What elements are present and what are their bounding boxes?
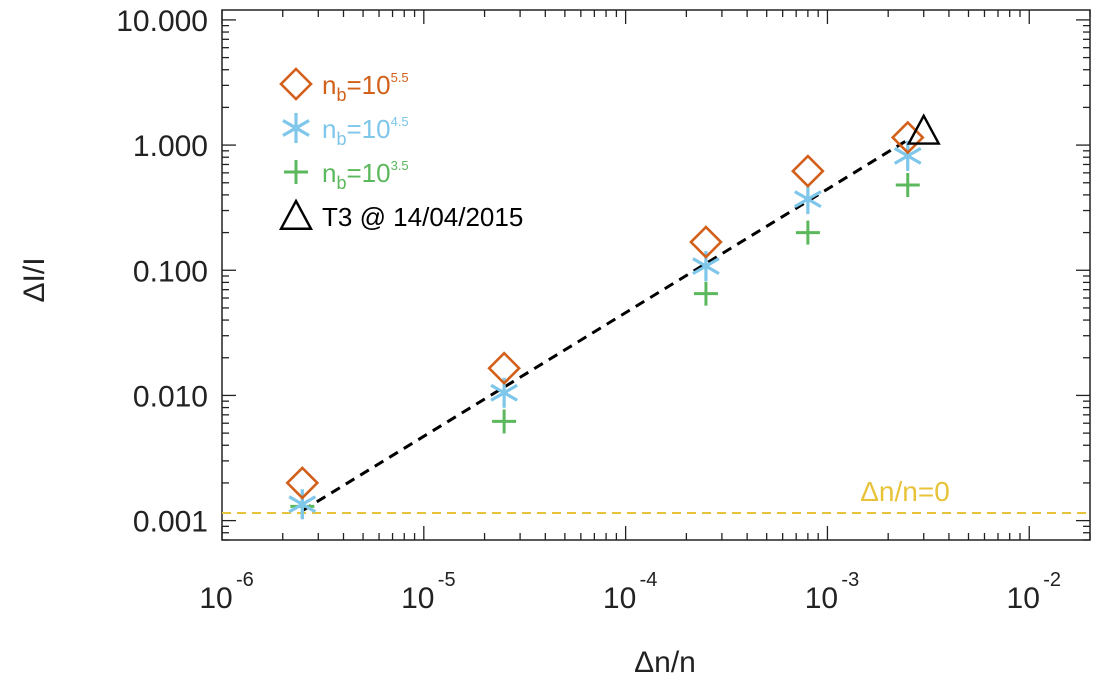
asterisk-stroke <box>692 257 720 275</box>
legend-label: T3 @ 14/04/2015 <box>322 202 523 232</box>
asterisk-stroke <box>490 383 518 402</box>
lines: Δn/n=0 <box>222 138 1090 515</box>
asterisk-stroke <box>288 495 317 514</box>
x-tick-label: 10 <box>199 582 232 615</box>
legend-diamond-icon <box>279 67 313 101</box>
y-tick-label: 0.010 <box>133 380 208 413</box>
y-axis-title: ΔI/I <box>18 257 51 302</box>
x-tick-label: 10 <box>603 582 636 615</box>
x-tick-label-exponent: -6 <box>236 569 254 591</box>
asterisk-stroke <box>893 146 922 165</box>
diamond-point <box>890 120 925 155</box>
x-tick-label-exponent: -2 <box>1043 569 1061 591</box>
legend-triangle-icon <box>278 198 314 230</box>
data-marks <box>285 113 941 520</box>
diamond-point <box>791 154 825 188</box>
legend-label: nb=105.5 <box>322 70 409 105</box>
reference-line-label: Δn/n=0 <box>860 476 950 507</box>
plus-point <box>795 220 820 245</box>
asterisk-point <box>794 184 822 215</box>
asterisk-point <box>288 489 317 520</box>
diamond-point <box>285 466 320 500</box>
legend-asterisk-icon <box>282 113 310 143</box>
x-tick-label-exponent: -4 <box>640 569 658 591</box>
plus-point <box>895 172 920 197</box>
series-asterisk <box>288 140 922 520</box>
y-tick-label: 10.000 <box>116 5 208 38</box>
asterisk-stroke <box>794 190 822 209</box>
asterisk-point <box>893 140 922 171</box>
legend-item: T3 @ 14/04/2015 <box>278 198 523 232</box>
x-axis-title: Δn/n <box>634 646 696 679</box>
triangle-point <box>906 113 941 145</box>
y-tick-label: 1.000 <box>133 130 208 163</box>
diamond-point <box>689 225 723 259</box>
legend-item: nb=104.5 <box>282 113 409 149</box>
legend-label: nb=104.5 <box>322 114 409 149</box>
series-triangle <box>906 113 941 145</box>
axes: 10-610-510-410-310-210.0001.0000.1000.01… <box>116 5 1091 615</box>
x-tick-label-exponent: -3 <box>841 569 859 591</box>
plot-frame <box>221 9 1091 541</box>
plus-point <box>492 409 517 434</box>
legend-item: nb=103.5 <box>284 158 409 193</box>
legend: nb=105.5 nb=104.5 nb=103.5 T3 @ 14/04/2015 <box>278 67 523 232</box>
y-tick-label: 0.001 <box>133 506 208 539</box>
x-tick-label: 10 <box>805 582 838 615</box>
x-tick-label-exponent: -5 <box>438 569 456 591</box>
diamond-point <box>487 351 521 386</box>
plus-point <box>693 281 718 306</box>
legend-plus-icon <box>284 160 308 184</box>
x-tick-label: 10 <box>1007 582 1040 615</box>
x-tick-label: 10 <box>401 582 434 615</box>
y-tick-label: 0.100 <box>133 255 208 288</box>
asterisk-stroke <box>282 119 310 137</box>
legend-item: nb=105.5 <box>279 67 409 105</box>
legend-label: nb=103.5 <box>322 158 409 193</box>
series-diamond <box>285 120 925 500</box>
